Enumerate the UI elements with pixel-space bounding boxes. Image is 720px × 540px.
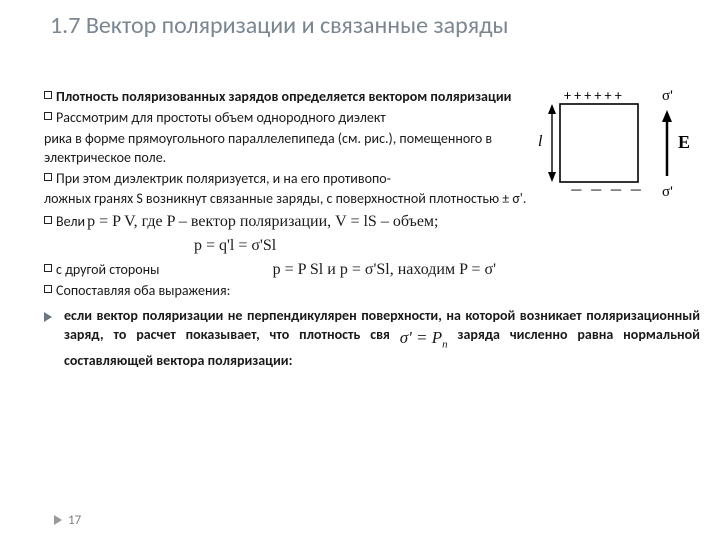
formula-3: p = P Sl и p = σ'Sl, находим P = σ' — [273, 261, 496, 278]
minus-signs: — — — — — [570, 181, 644, 198]
pagenum-triangle-icon — [54, 515, 62, 525]
p4: При этом диэлектрик поляризуется, и на е… — [56, 170, 391, 187]
p5: ложных гранях S возникнут связанные заря… — [44, 190, 526, 207]
pagenum-value: 17 — [68, 513, 81, 528]
sigma-top: σ' — [662, 88, 673, 104]
p7: с другой стороны — [56, 261, 159, 278]
l-label: l — [538, 133, 543, 150]
inline-sub: n — [442, 338, 448, 350]
formula-1: p = P V, где P – вектор поляризации, V =… — [87, 213, 438, 230]
p1: Плотность поляризованных зарядов определ… — [56, 88, 511, 105]
p2: Рассмотрим для простоты объем однородног… — [56, 109, 386, 126]
p8: Сопоставляя оба выражения: — [56, 282, 230, 299]
slide-title: 1.7 Вектор поляризации и связанные заряд… — [50, 12, 670, 41]
page-number: 17 — [54, 513, 81, 528]
l-arrow-head-top — [548, 104, 556, 114]
conclusion: если вектор поляризации не перпендикуляр… — [44, 307, 700, 371]
diagram: + + + + + + — — — — σ' σ' E l — [536, 86, 694, 204]
inline-sigma: σ' = P — [400, 328, 442, 347]
formula-2: p = q'l = σ'Sl — [194, 235, 700, 257]
formula-inline: σ' = Pn — [400, 327, 448, 352]
sigma-bot: σ' — [662, 184, 673, 200]
plus-signs: + + + + + + — [564, 87, 622, 104]
e-label: E — [678, 132, 690, 152]
diagram-box — [560, 104, 638, 182]
l-arrow-head-bot — [548, 172, 556, 182]
p3: рика в форме прямоугольного параллелепип… — [44, 130, 492, 166]
bullet-triangle-icon — [44, 312, 54, 322]
p6: Вели — [56, 213, 85, 230]
e-arrow-head — [662, 110, 672, 122]
